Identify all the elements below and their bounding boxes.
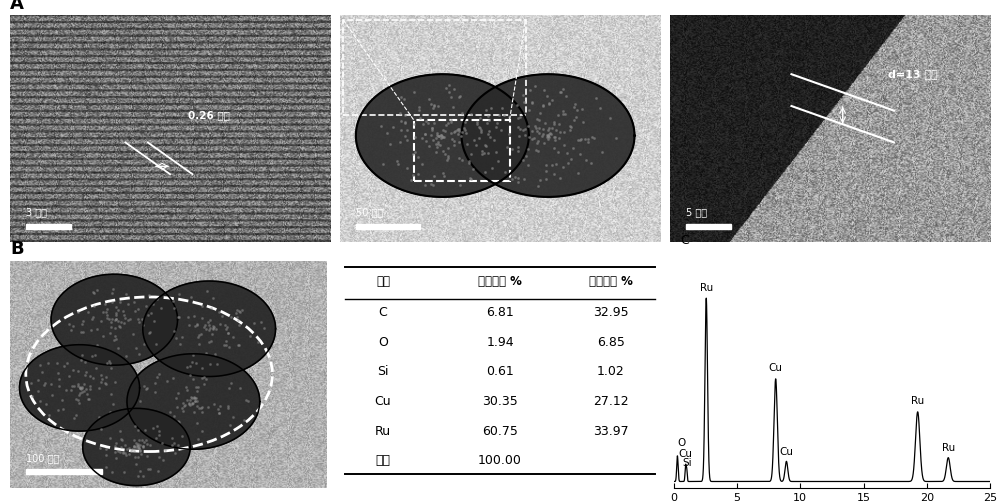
Text: Ru: Ru <box>942 443 955 453</box>
Text: 33.97: 33.97 <box>593 425 628 438</box>
Text: Ru: Ru <box>700 283 713 293</box>
Text: 6.85: 6.85 <box>597 336 625 349</box>
Text: Ru: Ru <box>375 425 391 438</box>
Text: O: O <box>677 439 686 449</box>
Text: Cu: Cu <box>679 450 693 460</box>
Text: 0.26 纳米: 0.26 纳米 <box>188 110 229 120</box>
Bar <box>343 20 526 115</box>
Polygon shape <box>19 345 140 431</box>
Text: Ru: Ru <box>911 396 924 406</box>
Polygon shape <box>83 408 190 485</box>
Polygon shape <box>127 354 260 449</box>
Text: 3 纳米: 3 纳米 <box>26 207 47 217</box>
Polygon shape <box>143 281 276 377</box>
Text: B: B <box>10 240 24 259</box>
Text: 50 纳米: 50 纳米 <box>356 207 383 217</box>
Text: A: A <box>10 0 24 13</box>
Polygon shape <box>462 74 635 197</box>
Text: 原子分数 %: 原子分数 % <box>589 275 633 288</box>
Text: C: C <box>379 306 387 319</box>
Text: Cu: Cu <box>769 363 783 373</box>
Text: Si: Si <box>682 458 692 468</box>
Text: 100 纳米: 100 纳米 <box>26 453 59 463</box>
Text: 30.35: 30.35 <box>482 395 518 408</box>
Text: 1.02: 1.02 <box>597 366 625 378</box>
Text: Cu: Cu <box>779 447 793 457</box>
Text: 总计: 总计 <box>376 454 391 467</box>
Text: Cu: Cu <box>375 395 391 408</box>
Text: 质量分数 %: 质量分数 % <box>478 275 522 288</box>
Text: 6.81: 6.81 <box>486 306 514 319</box>
Text: O: O <box>378 336 388 349</box>
Text: 0.61: 0.61 <box>486 366 514 378</box>
Bar <box>414 120 510 181</box>
Text: 1.94: 1.94 <box>486 336 514 349</box>
Text: 27.12: 27.12 <box>593 395 628 408</box>
Text: 100.00: 100.00 <box>478 454 522 467</box>
Text: 32.95: 32.95 <box>593 306 628 319</box>
Text: C: C <box>680 234 689 247</box>
Polygon shape <box>51 274 178 365</box>
Bar <box>26 224 71 229</box>
Text: 5 纳米: 5 纳米 <box>686 207 707 217</box>
Bar <box>686 224 731 229</box>
Bar <box>26 469 102 474</box>
Text: 元素: 元素 <box>376 275 390 288</box>
Bar <box>356 224 420 229</box>
Text: Si: Si <box>377 366 389 378</box>
Text: d=13 纳米: d=13 纳米 <box>888 69 937 79</box>
Polygon shape <box>356 74 529 197</box>
Text: 60.75: 60.75 <box>482 425 518 438</box>
